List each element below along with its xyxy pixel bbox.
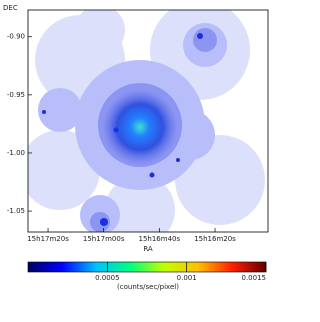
x-tick-label: 15h17m00s	[83, 235, 125, 243]
y-tick-label: -0.95	[7, 91, 25, 99]
plot-frame	[27, 9, 269, 233]
y-tick-label: -1.00	[7, 149, 25, 157]
colorbar-label: (counts/sec/pixel)	[117, 283, 179, 291]
colorbar-tick-label: 0.0005	[95, 274, 120, 282]
x-tick-label: 15h16m20s	[194, 235, 236, 243]
y-tick-label: -0.90	[7, 33, 25, 41]
y-axis-label: DEC	[3, 4, 18, 12]
colorbar-tick-label: 0.0015	[242, 274, 267, 282]
emission-map	[28, 10, 268, 232]
x-tick-label: 15h16m40s	[139, 235, 181, 243]
y-tick-label: -1.05	[7, 207, 25, 215]
chart: DEC RA (counts/sec/pixel) 15h17m20s 15h17…	[3, 4, 269, 291]
colorbar	[27, 261, 267, 273]
x-tick-label: 15h17m20s	[27, 235, 69, 243]
colorbar-tick-label: 0.001	[177, 274, 197, 282]
x-axis-label: RA	[143, 245, 153, 253]
